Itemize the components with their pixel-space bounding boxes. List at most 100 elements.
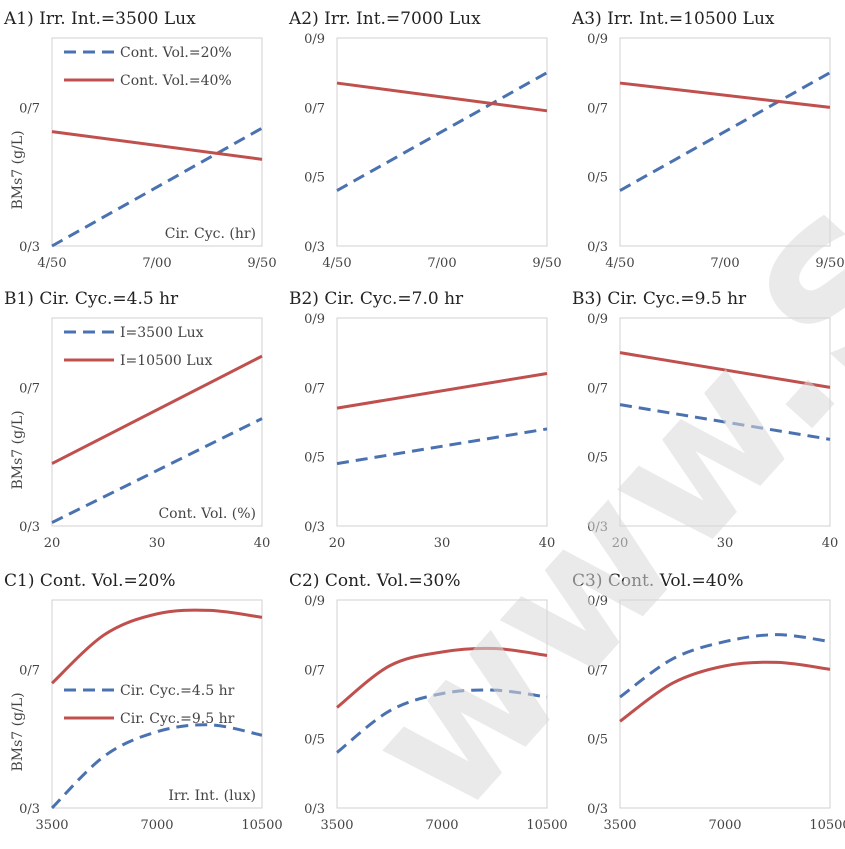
x-tick-label: 20 [612,536,629,551]
plot-frame [51,37,263,247]
y-tick-label: 0/9 [587,312,608,327]
y-tick-label: 0/5 [587,451,608,466]
y-tick-label: 0/5 [304,451,325,466]
series-line-solid [619,660,831,723]
legend-label: Cir. Cyc.=9.5 hr [120,711,235,727]
panel-c2: C2) Cont. Vol.=30% 0/3 0/5 0/7 0/9 3500 7000 10… [289,571,568,833]
panel-title: C2) Cont. Vol.=30% [289,571,461,591]
x-tick-label: 40 [254,536,271,551]
x-tick-label: 7000 [140,818,173,833]
y-tick-label: 0/5 [587,171,608,186]
y-tick-label: 0/9 [587,594,608,609]
series-line-solid [50,608,263,685]
y-tick-label: 0/9 [304,312,325,327]
y-tick-label: 0/9 [304,594,325,609]
y-tick-label: 0/5 [304,171,325,186]
series-line-dashed [336,427,548,466]
x-tick-label: 40 [822,536,839,551]
x-axis-label: Cont. Vol. (%) [158,506,256,522]
plot-frame [619,599,831,809]
x-tick-label: 7000 [425,818,458,833]
panel-b3: B3) Cir. Cyc.=9.5 hr 0/3 0/5 0/7 0/9 20 30 40 [572,289,838,551]
series-line-solid [619,351,831,389]
series-line-dashed [336,71,548,192]
x-tick-label: 10500 [809,818,845,833]
x-tick-label: 4/50 [322,256,351,271]
x-axis-label: Cir. Cyc. (hr) [165,226,256,242]
y-axis-label: BMs7 (g/L) [10,130,26,209]
y-tick-label: 0/7 [587,381,608,396]
y-tick-label: 0/7 [587,663,608,678]
x-tick-label: 9/50 [532,256,561,271]
legend-label: I=3500 Lux [120,325,204,341]
panel-title: A1) Irr. Int.=3500 Lux [3,9,196,29]
x-tick-label: 9/50 [247,256,276,271]
panel-a3: A3) Irr. Int.=10500 Lux 0/3 0/5 0/7 0/9 4/50 7… [571,9,845,271]
series-line-dashed [336,688,548,754]
panel-title: B2) Cir. Cyc.=7.0 hr [289,289,464,309]
x-tick-label: 30 [434,536,451,551]
x-tick-label: 4/50 [605,256,634,271]
series-line-solid [51,354,263,465]
x-tick-label: 3500 [320,818,353,833]
y-tick-label: 0/9 [304,32,325,47]
series-line-solid [336,81,548,113]
panel-title: C1) Cont. Vol.=20% [4,571,176,591]
y-tick-label: 0/9 [587,32,608,47]
y-tick-label: 0/7 [304,663,325,678]
y-tick-label: 0/3 [19,802,40,817]
plot-frame [336,37,548,247]
y-tick-label: 0/3 [587,240,608,255]
panel-a1: A1) Irr. Int.=3500 Lux 0/3 0/7 4/50 7/00 9/50… [3,9,277,271]
plot-frame [619,37,831,247]
series-line-dashed [619,403,831,441]
y-axis-label: BMs7 (g/L) [10,410,26,489]
x-tick-label: 7/00 [710,256,739,271]
plot-frame [51,599,263,809]
y-tick-label: 0/7 [587,101,608,116]
x-tick-label: 3500 [35,818,68,833]
x-tick-label: 20 [329,536,346,551]
panel-title: C3) Cont. Vol.=40% [572,571,744,591]
x-tick-label: 40 [539,536,556,551]
legend-label: Cont. Vol.=40% [120,73,232,89]
x-tick-label: 7000 [708,818,741,833]
series-line-dashed [619,71,831,192]
legend-label: I=10500 Lux [120,353,213,369]
panel-title: B1) Cir. Cyc.=4.5 hr [4,289,179,309]
series-line-solid [336,371,548,410]
series-line-solid [619,81,831,109]
series-line-dashed [50,723,263,810]
panel-title: A2) Irr. Int.=7000 Lux [288,9,481,29]
legend-label: Cir. Cyc.=4.5 hr [120,683,235,699]
series-line-dashed [619,633,831,699]
y-tick-label: 0/3 [304,240,325,255]
x-tick-label: 30 [717,536,734,551]
y-tick-label: 0/3 [19,240,40,255]
plot-frame [51,317,263,527]
y-tick-label: 0/3 [304,520,325,535]
x-tick-label: 30 [149,536,166,551]
panel-c1: C1) Cont. Vol.=20% 0/3 0/7 3500 7000 10500 BMs… [4,571,283,833]
plot-frame [336,317,548,527]
legend-label: Cont. Vol.=20% [120,45,232,61]
x-tick-label: 10500 [241,818,282,833]
x-tick-label: 4/50 [37,256,66,271]
y-tick-label: 0/7 [19,663,40,678]
y-tick-label: 0/3 [587,520,608,535]
panel-title: A3) Irr. Int.=10500 Lux [571,9,775,29]
y-tick-label: 0/3 [304,802,325,817]
x-axis-label: Irr. Int. (lux) [168,788,256,804]
y-tick-label: 0/7 [304,101,325,116]
y-tick-label: 0/7 [19,101,40,116]
panels-group: A1) Irr. Int.=3500 Lux 0/3 0/7 4/50 7/00 9/50… [3,9,845,833]
series-line-solid [336,646,548,709]
x-tick-label: 7/00 [142,256,171,271]
panel-title: B3) Cir. Cyc.=9.5 hr [572,289,747,309]
y-tick-label: 0/3 [19,520,40,535]
plot-frame [619,317,831,527]
y-tick-label: 0/3 [587,802,608,817]
x-tick-label: 3500 [603,818,636,833]
x-tick-label: 20 [44,536,61,551]
